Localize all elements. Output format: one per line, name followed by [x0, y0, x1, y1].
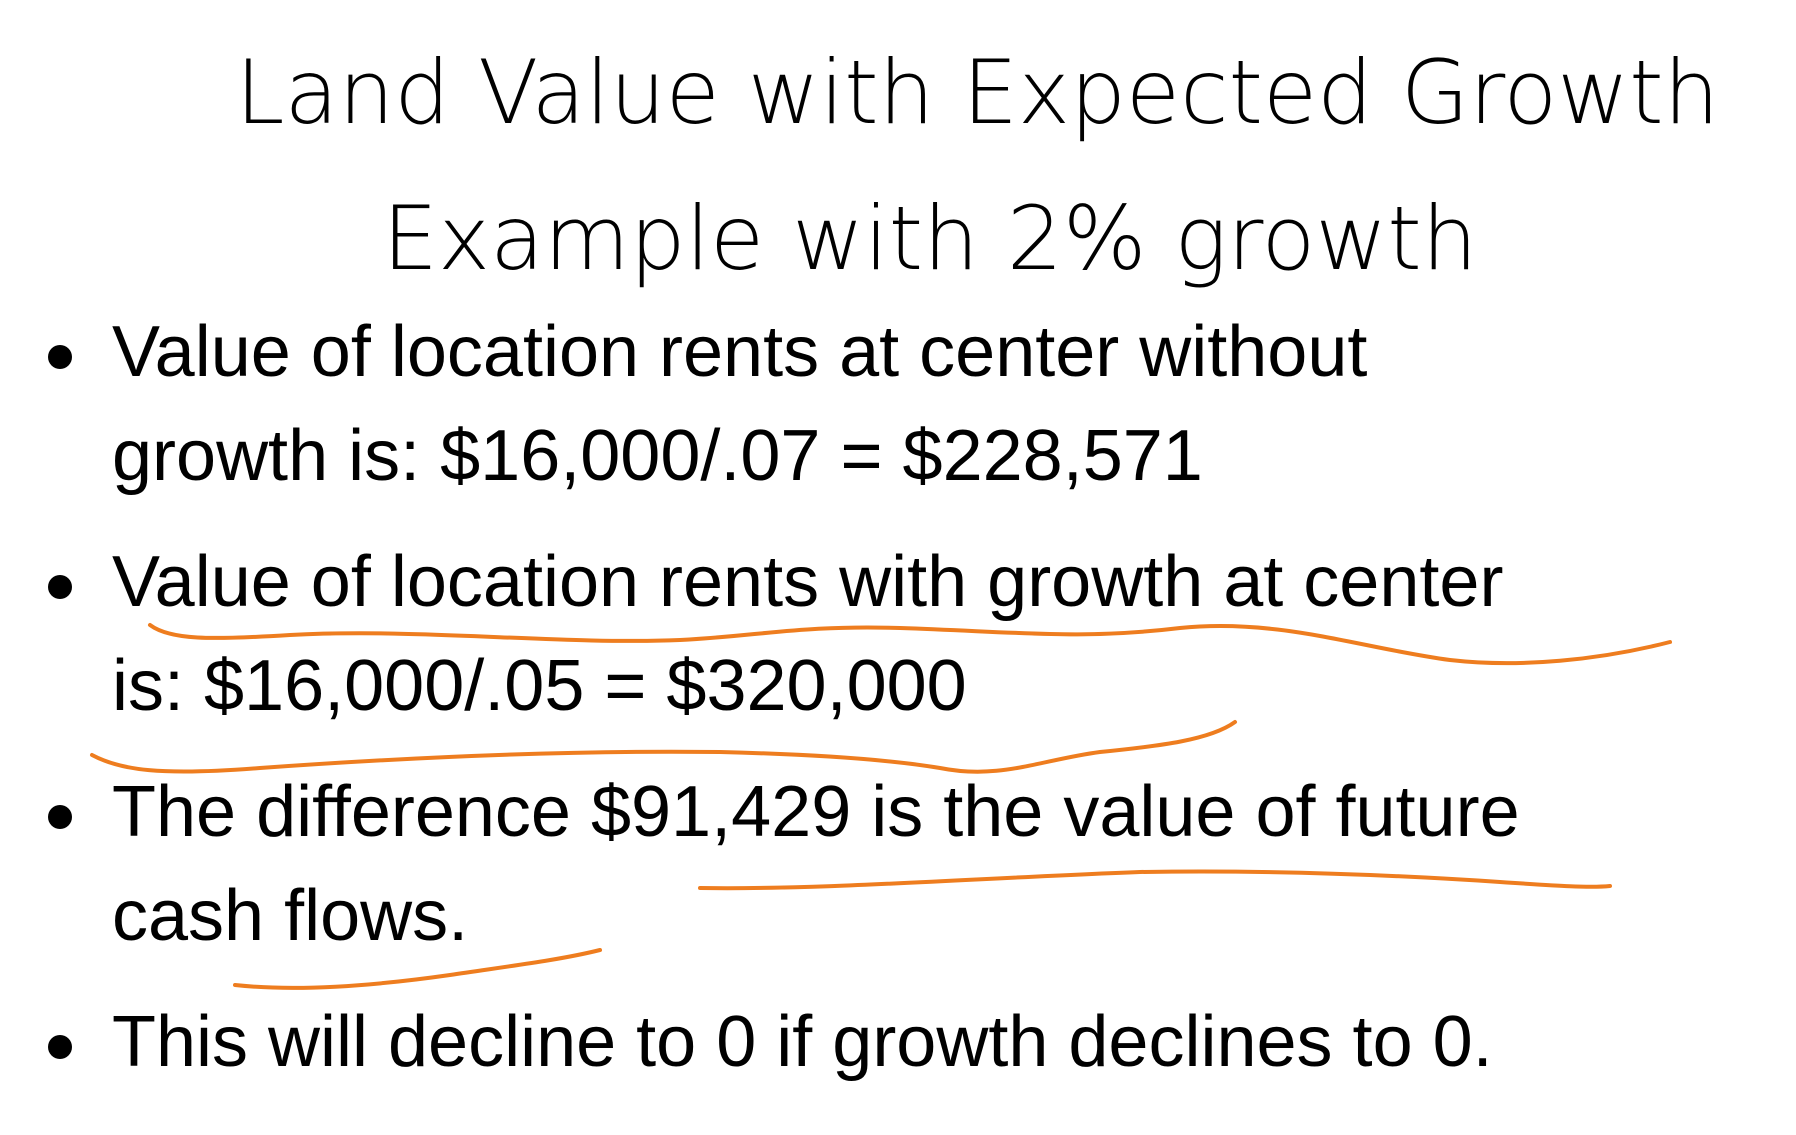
bullet-dot-icon: [48, 1035, 72, 1059]
bullet-line: is: $16,000/.05 = $320,000: [112, 646, 967, 726]
bullet-dot-icon: [48, 345, 72, 369]
bullet-text: This will decline to 0 if growth decline…: [112, 990, 1493, 1094]
title-line-2: Example with 2% growth: [382, 187, 1478, 290]
bullet-dot-icon: [48, 575, 72, 599]
slide-title: Land Value with Expected Growth Example …: [80, 20, 1780, 312]
bullet-text: Value of location rents at center withou…: [112, 300, 1367, 508]
bullet-line: cash flows.: [112, 876, 469, 956]
bullet-dot-icon: [48, 805, 72, 829]
bullet-line: This will decline to 0 if growth decline…: [112, 1002, 1493, 1082]
bullet-text: The difference $91,429 is the value of f…: [112, 760, 1520, 968]
bullet-text: Value of location rents with growth at c…: [112, 530, 1503, 738]
bullet-line: Value of location rents with growth at c…: [112, 542, 1504, 622]
title-line-1: Land Value with Expected Growth: [235, 41, 1720, 144]
bullet-line: The difference $91,429 is the value of f…: [112, 772, 1520, 852]
bullet-line: growth is: $16,000/.07 = $228,571: [112, 416, 1203, 496]
bullet-line: Value of location rents at center withou…: [112, 312, 1368, 392]
